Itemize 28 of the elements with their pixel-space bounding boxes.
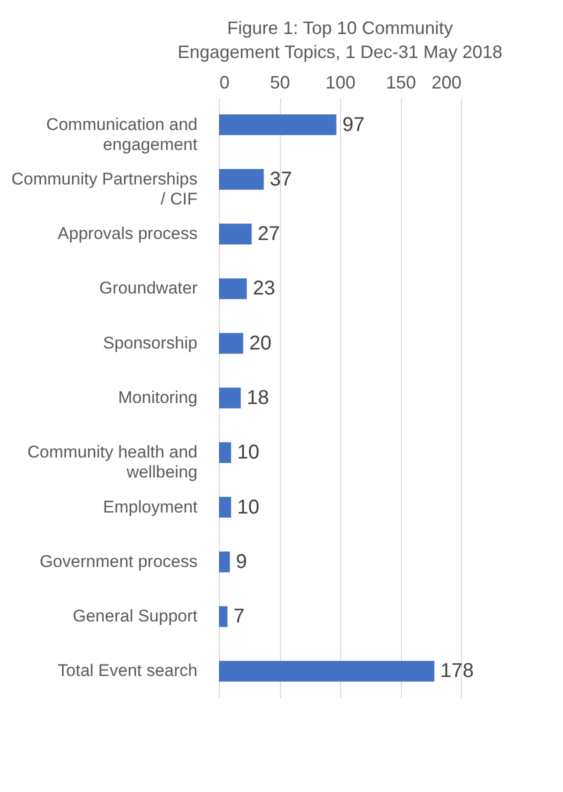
data-label: 37 (270, 168, 292, 190)
y-tick-label: Groundwater (99, 278, 198, 298)
data-label: 97 (342, 114, 365, 136)
data-label: 7 (233, 606, 245, 628)
data-label: 27 (258, 223, 280, 246)
y-tick-label: Community Partnerships / CIF (11, 169, 198, 208)
chart-title: Figure 1: Top 10 Community Engagement Topics, 1 Dec-31 May 2018 (178, 18, 502, 62)
x-tick-label: 0 (220, 72, 230, 92)
data-label: 18 (246, 387, 270, 409)
data-label: 10 (237, 442, 260, 464)
data-label: 20 (249, 332, 272, 354)
data-label: 23 (252, 278, 276, 300)
y-tick-label: Communication and engagement (46, 114, 198, 154)
y-tick-label: Government process (40, 552, 198, 571)
data-label: 9 (236, 550, 248, 573)
y-tick-label: Total Event search (58, 661, 198, 680)
x-tick-label: 150 (386, 72, 416, 92)
y-tick-label: Employment (103, 497, 198, 516)
data-label: 178 (440, 660, 474, 682)
x-tick-label: 50 (270, 72, 290, 92)
x-tick-label: 100 (325, 72, 356, 92)
y-tick-label: Approvals process (58, 224, 198, 244)
x-tick-label: 200 (431, 72, 462, 92)
y-tick-label: Community health and wellbeing (27, 442, 198, 482)
y-tick-label: Sponsorship (102, 333, 198, 352)
data-label: 10 (237, 496, 260, 518)
y-tick-label: General Support (72, 606, 198, 626)
y-tick-label: Monitoring (118, 388, 198, 407)
